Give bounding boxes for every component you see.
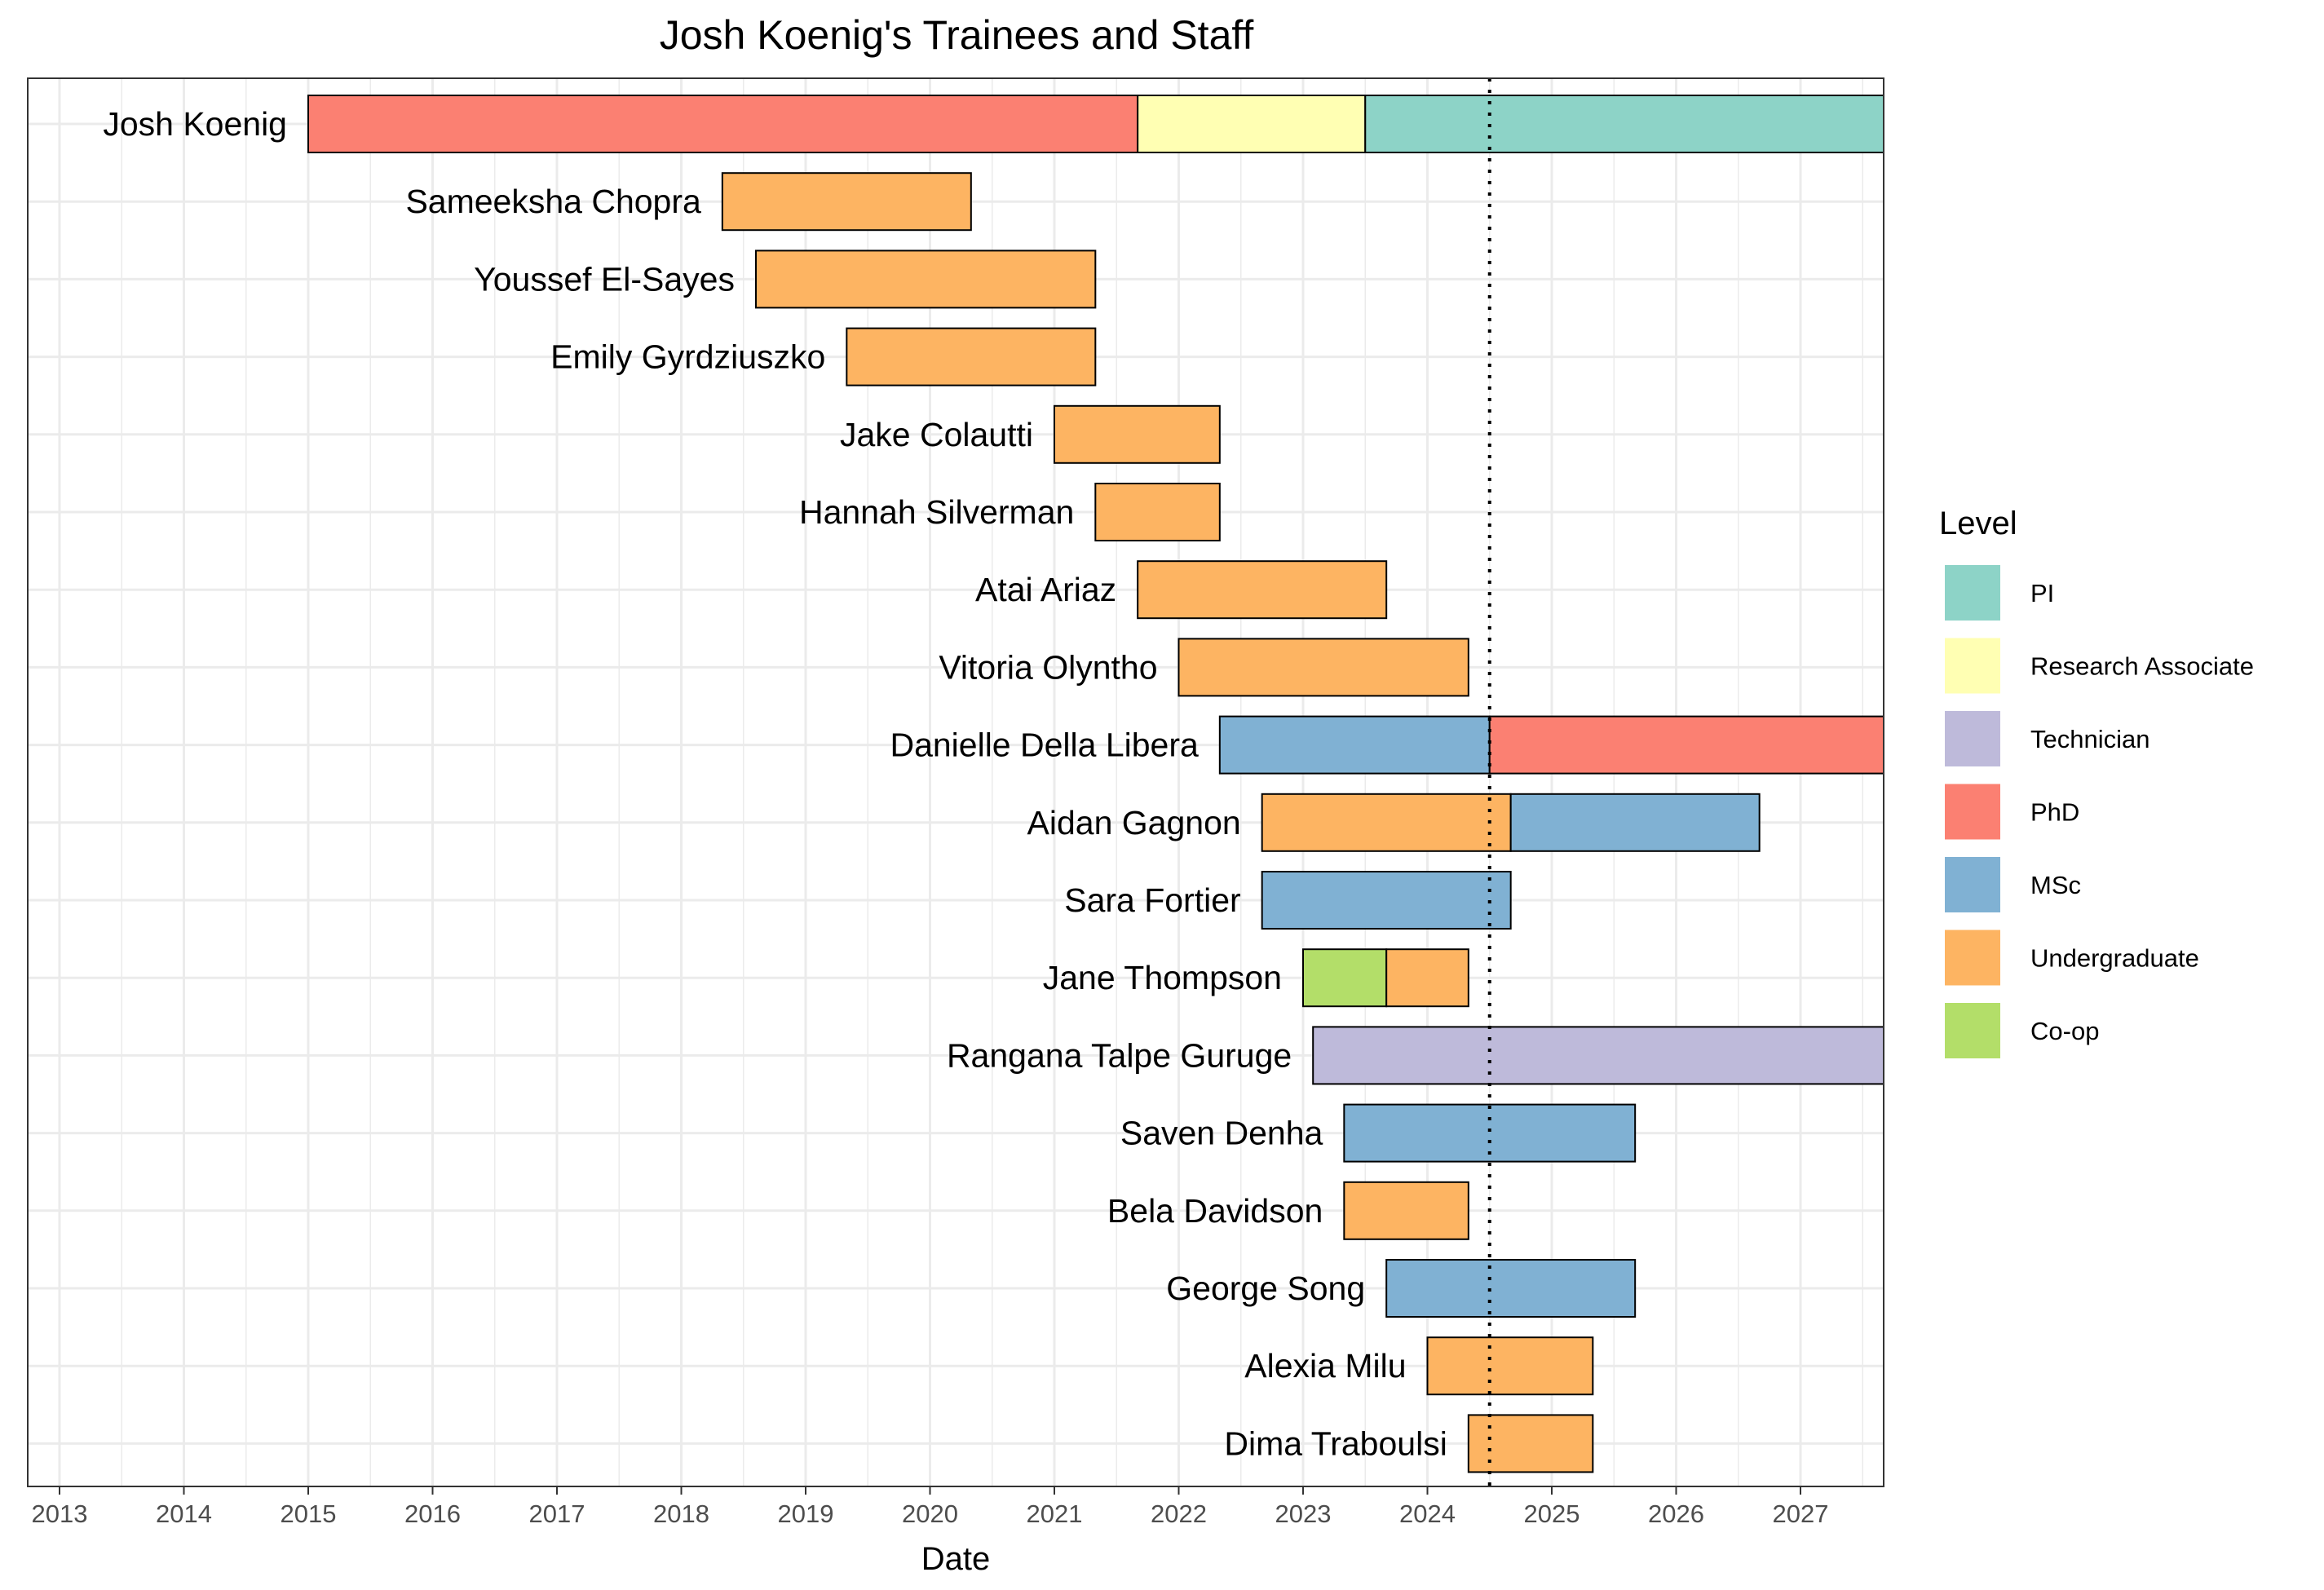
- x-tick-label: 2024: [1399, 1499, 1456, 1528]
- bar-segment: [1261, 793, 1512, 852]
- x-tick-label: 2018: [653, 1499, 709, 1528]
- bar-segment: [1488, 715, 1884, 775]
- row-label: Youssef El-Sayes: [474, 260, 735, 298]
- row-label: Bela Davidson: [1107, 1192, 1323, 1230]
- legend-title: Level: [1939, 506, 2017, 541]
- legend-swatch: [1945, 565, 2000, 621]
- legend-swatch: [1945, 711, 2000, 766]
- row-label: Jake Colautti: [840, 416, 1033, 453]
- x-tick-label: 2023: [1275, 1499, 1332, 1528]
- bar-segment: [1364, 95, 1884, 153]
- bar-segment: [1261, 871, 1512, 930]
- legend-item-label: MSc: [2030, 871, 2081, 899]
- row-label: Dima Traboulsi: [1224, 1424, 1447, 1462]
- legend: Level PI Research Associate Technician PhD M…: [1939, 506, 2254, 1058]
- x-axis-label: Date: [921, 1541, 991, 1577]
- x-tick-label: 2025: [1524, 1499, 1580, 1528]
- row-label: Sameeksha Chopra: [405, 183, 701, 220]
- bar-segment: [1509, 793, 1761, 852]
- bar-segment: [1137, 560, 1388, 620]
- legend-item-label: Research Associate: [2030, 652, 2254, 681]
- row-labels: Josh Koenig Sameeksha Chopra Youssef El-Sa…: [103, 105, 1447, 1462]
- bar-segment: [1312, 1026, 1884, 1085]
- legend-swatch: [1945, 930, 2000, 986]
- row-label: Aidan Gagnon: [1027, 804, 1241, 841]
- row-label: Hannah Silverman: [799, 493, 1074, 531]
- bar-segment: [1302, 948, 1388, 1008]
- x-tick-label: 2020: [902, 1499, 958, 1528]
- legend-swatch: [1945, 1003, 2000, 1058]
- legend-swatch: [1945, 784, 2000, 840]
- row-label: Vitoria Olyntho: [939, 648, 1157, 686]
- legend-item-label: PI: [2030, 579, 2054, 607]
- bar-segment: [755, 250, 1097, 309]
- row-label: Jane Thompson: [1043, 959, 1282, 996]
- x-tick-label: 2014: [156, 1499, 212, 1528]
- bar-segment: [1137, 95, 1367, 153]
- x-tick-label: 2022: [1151, 1499, 1207, 1528]
- bar-segment: [1343, 1181, 1469, 1240]
- row-label: Emily Gyrdziuszko: [550, 338, 825, 376]
- row-label: Rangana Talpe Guruge: [947, 1036, 1292, 1074]
- bar-segment: [846, 327, 1097, 386]
- bar-segment: [1177, 638, 1469, 697]
- x-tick-label: 2017: [529, 1499, 585, 1528]
- bar-segment: [1385, 948, 1469, 1008]
- bar-segments: [307, 95, 1884, 1473]
- x-tick-label: 2013: [32, 1499, 88, 1528]
- row-label: Atai Ariaz: [975, 571, 1116, 608]
- bar-segment: [1094, 483, 1221, 541]
- row-label: Alexia Milu: [1244, 1347, 1406, 1385]
- row-label: George Song: [1166, 1270, 1365, 1307]
- legend-item-label: Technician: [2030, 725, 2149, 753]
- x-tick-label: 2026: [1648, 1499, 1704, 1528]
- x-tick-label: 2021: [1027, 1499, 1083, 1528]
- x-tick-label: 2027: [1773, 1499, 1829, 1528]
- bar-segment: [1385, 1259, 1637, 1318]
- bar-segment: [1426, 1336, 1594, 1396]
- bar-segment: [1218, 715, 1491, 775]
- x-tick-label: 2016: [404, 1499, 461, 1528]
- legend-item-label: PhD: [2030, 798, 2079, 827]
- bar-segment: [721, 172, 972, 232]
- bar-segment: [307, 95, 1139, 153]
- legend-swatch: [1945, 638, 2000, 694]
- x-tick-label: 2019: [778, 1499, 834, 1528]
- bar-segment: [1054, 404, 1221, 464]
- row-label: Josh Koenig: [103, 105, 287, 143]
- legend-swatch: [1945, 857, 2000, 912]
- row-label: Sara Fortier: [1064, 881, 1240, 919]
- x-axis-ticks: 2013 2014 2015 2016 2017 2018 2019 2020 2021 2022…: [32, 1486, 1829, 1528]
- bar-segment: [1467, 1414, 1594, 1473]
- plot-panel-border: [27, 77, 1884, 1487]
- chart-title: Josh Koenig's Trainees and Staff: [660, 12, 1254, 58]
- row-label: Danielle Della Libera: [890, 727, 1199, 764]
- legend-item-label: Undergraduate: [2030, 944, 2199, 973]
- row-label: Saven Denha: [1120, 1115, 1323, 1152]
- legend-item-label: Co-op: [2030, 1017, 2099, 1045]
- x-tick-label: 2015: [281, 1499, 337, 1528]
